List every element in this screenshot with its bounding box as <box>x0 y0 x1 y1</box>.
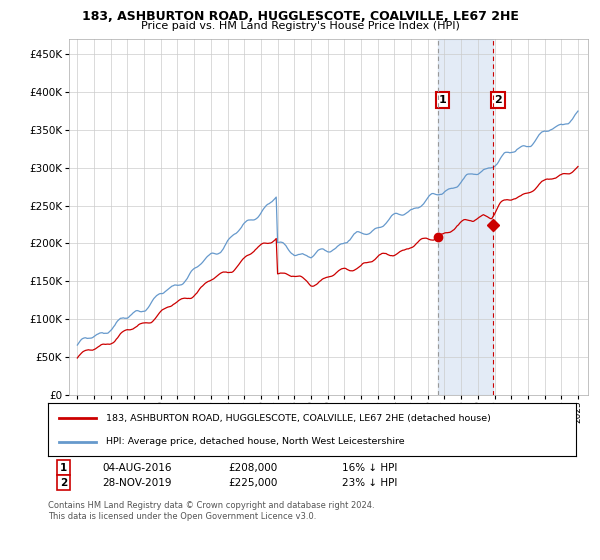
Text: 04-AUG-2016: 04-AUG-2016 <box>102 463 172 473</box>
Text: 1: 1 <box>60 463 67 473</box>
Text: £225,000: £225,000 <box>228 478 277 488</box>
Text: 28-NOV-2019: 28-NOV-2019 <box>102 478 172 488</box>
Text: 2: 2 <box>60 478 67 488</box>
Text: 1: 1 <box>439 95 446 105</box>
Text: 2: 2 <box>494 95 502 105</box>
Text: £208,000: £208,000 <box>228 463 277 473</box>
Text: 16% ↓ HPI: 16% ↓ HPI <box>342 463 397 473</box>
Text: 183, ASHBURTON ROAD, HUGGLESCOTE, COALVILLE, LE67 2HE (detached house): 183, ASHBURTON ROAD, HUGGLESCOTE, COALVI… <box>106 414 491 423</box>
Text: Contains HM Land Registry data © Crown copyright and database right 2024.: Contains HM Land Registry data © Crown c… <box>48 501 374 510</box>
Text: Price paid vs. HM Land Registry's House Price Index (HPI): Price paid vs. HM Land Registry's House … <box>140 21 460 31</box>
Text: HPI: Average price, detached house, North West Leicestershire: HPI: Average price, detached house, Nort… <box>106 437 405 446</box>
Text: This data is licensed under the Open Government Licence v3.0.: This data is licensed under the Open Gov… <box>48 512 316 521</box>
Bar <box>437 39 493 395</box>
Text: 183, ASHBURTON ROAD, HUGGLESCOTE, COALVILLE, LE67 2HE: 183, ASHBURTON ROAD, HUGGLESCOTE, COALVI… <box>82 10 518 23</box>
Text: 23% ↓ HPI: 23% ↓ HPI <box>342 478 397 488</box>
